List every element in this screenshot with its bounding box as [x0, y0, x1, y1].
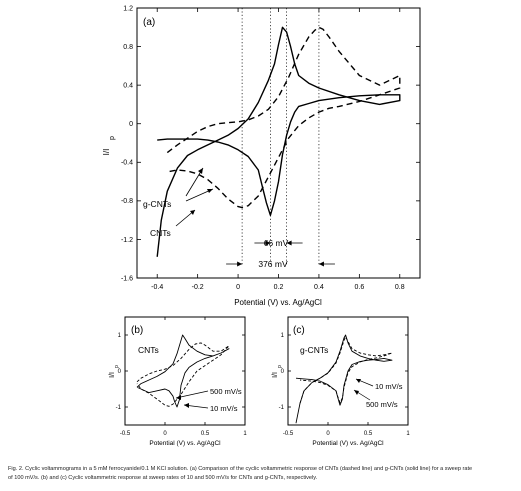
panel-b-x-axis-label: Potential (V) vs. Ag/AgCl [149, 440, 221, 447]
panel-a-reference-lines [241, 8, 320, 267]
caption-line-1: Fig. 2. Cyclic voltammograms in a 5 mM f… [8, 466, 472, 472]
panel-a-y-label-main: I/I [102, 149, 111, 156]
y-tick-label: -0.4 [121, 160, 133, 167]
panel-b-x-ticks: -0.5 0 0.5 1 [120, 317, 247, 437]
x-tick-label: 0.5 [364, 431, 373, 437]
panel-a-cnt-label: CNTs [150, 228, 171, 238]
panel-a-gcnt-label: g-CNTs [143, 199, 171, 209]
panel-c-arrow-head-500 [354, 390, 359, 395]
arrow-head-gcnt-1 [198, 168, 203, 174]
x-tick-label: 0.8 [395, 284, 405, 291]
y-tick-label: 0 [281, 369, 285, 375]
y-tick-label: 0 [118, 369, 122, 375]
panel-c-10-label: 10 mV/s [375, 382, 403, 391]
panel-a-peak-separation: 66 mV 376 mV [226, 238, 335, 269]
y-tick-label: -1.2 [121, 237, 133, 244]
panel-c-y-label-main: I/I [272, 372, 279, 378]
arrow-gcnt-1 [185, 167, 204, 197]
x-tick-label: 0.2 [274, 284, 284, 291]
panel-b-arrow-head-500 [176, 395, 181, 400]
x-tick-label: 0.4 [314, 284, 324, 291]
arrow-head-cnt [190, 210, 195, 215]
panel-b: -0.5 0 0.5 1 -1 0 1 (b) CNTs Potential (V) vs… [109, 316, 247, 447]
panel-a-y-ticks: 1.2 0.8 0.4 0 -0.4 -0.8 -1.2 -1.6 [121, 5, 420, 282]
panel-c-500-label: 500 mV/s [366, 400, 398, 409]
panel-a-x-ticks: -0.4 -0.2 0 0.2 0.4 0.6 0.8 [151, 8, 405, 291]
sep-66-label: 66 mV [264, 238, 289, 248]
x-tick-label: 1 [243, 431, 247, 437]
sep-66-head-left [265, 240, 271, 246]
panel-b-y-ticks: -1 0 1 [116, 333, 245, 411]
panel-c-arrow-head-10 [356, 379, 361, 383]
y-tick-label: 1.2 [123, 5, 133, 12]
panel-c-y-axis-label: I/I p [272, 365, 283, 378]
x-tick-label: -0.5 [283, 431, 294, 437]
x-tick-label: -0.4 [151, 284, 163, 291]
panel-b-series [136, 334, 230, 408]
y-tick-label: 0.4 [123, 82, 133, 89]
panel-b-500-label: 500 mV/s [210, 387, 242, 396]
panel-c-x-ticks: -0.5 0 0.5 1 [283, 317, 410, 437]
panel-b-y-label-sub: p [114, 365, 120, 368]
panel-c-title: g-CNTs [300, 345, 328, 355]
sep-376-label: 376 mV [258, 259, 288, 269]
panel-a: -0.4 -0.2 0 0.2 0.4 0.6 0.8 1.2 0.8 0.4 0 -0.4 -0.8… [102, 5, 421, 307]
panel-a-x-axis-label: Potential (V) vs. Ag/AgCl [234, 298, 322, 307]
y-tick-label: -1.6 [121, 275, 133, 282]
series-cnts-line [166, 26, 401, 209]
caption-line-2: of 100 mV/s. (b) and (c) Cyclic voltamme… [8, 475, 318, 481]
y-tick-label: -1 [279, 405, 285, 411]
panel-a-series [156, 26, 401, 257]
panel-b-y-axis-label: I/I p [109, 365, 120, 378]
figure-caption: Fig. 2. Cyclic voltammograms in a 5 mM f… [8, 466, 472, 481]
x-tick-label: -0.2 [192, 284, 204, 291]
panel-b-title: CNTs [138, 345, 159, 355]
x-tick-label: 1 [406, 431, 410, 437]
x-tick-label: 0.5 [201, 431, 210, 437]
panel-a-y-label-sub: p [109, 136, 116, 140]
sep-66-head-right [286, 240, 292, 246]
x-tick-label: 0 [326, 431, 330, 437]
panel-c-y-ticks: -1 0 1 [279, 333, 408, 411]
panel-a-label-arrows [175, 167, 214, 227]
sep-376-head-right [318, 261, 324, 267]
panel-c-series [295, 334, 393, 424]
y-tick-label: -0.8 [121, 198, 133, 205]
panel-c-x-axis-label: Potential (V) vs. Ag/AgCl [312, 440, 384, 447]
x-tick-label: 0 [163, 431, 167, 437]
series-500-mv-s-line [299, 336, 393, 404]
panel-a-label: (a) [143, 17, 155, 28]
panel-b-arrow-500 [175, 390, 209, 399]
y-tick-label: 1 [118, 333, 122, 339]
panel-b-10-label: 10 mV/s [210, 404, 238, 413]
y-tick-label: 1 [281, 333, 285, 339]
panel-b-y-label-main: I/I [109, 372, 116, 378]
panel-c: -0.5 0 0.5 1 -1 0 1 (c) g-CNTs Potential (V) … [272, 316, 410, 447]
panel-b-label: (b) [131, 325, 143, 336]
panel-c-label: (c) [293, 325, 305, 336]
panel-a-y-axis-label: I/I p [102, 136, 116, 155]
panel-b-arrow-head-10 [184, 403, 189, 408]
arrow-head-gcnt-2 [207, 189, 213, 193]
panel-c-y-label-sub: p [277, 365, 283, 368]
x-tick-label: -0.5 [120, 431, 131, 437]
sep-376-head-left [237, 261, 243, 267]
y-tick-label: 0.8 [123, 44, 133, 51]
x-tick-label: 0.6 [354, 284, 364, 291]
y-tick-label: 0 [129, 121, 133, 128]
series-10-mv-s-line [136, 334, 230, 408]
y-tick-label: -1 [116, 405, 122, 411]
x-tick-label: 0 [236, 284, 240, 291]
series-g-cnts-line [156, 26, 401, 257]
